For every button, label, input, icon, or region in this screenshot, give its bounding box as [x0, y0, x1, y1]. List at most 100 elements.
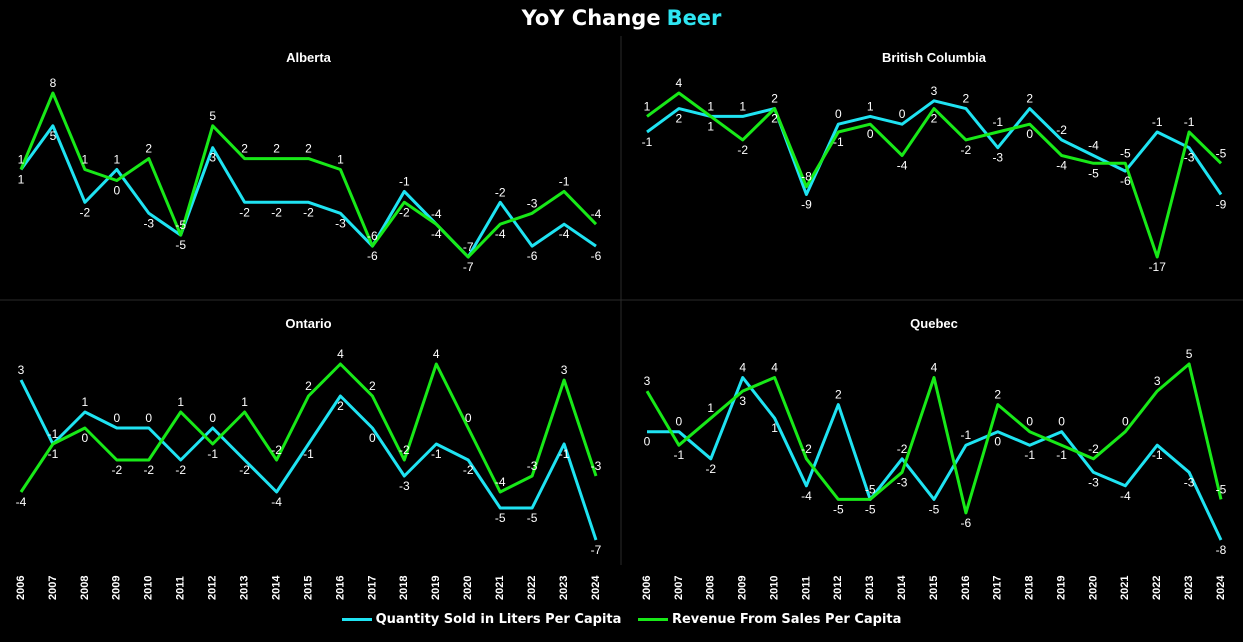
x-tick-label: 2018	[398, 576, 410, 600]
data-label-revenue: 4	[433, 347, 440, 361]
x-tick-label: 2016	[334, 576, 346, 600]
data-label-revenue: -2	[399, 205, 410, 219]
data-label-quantity: 2	[771, 112, 778, 126]
legend-item-revenue[interactable]: Revenue From Sales Per Capita	[637, 612, 901, 627]
data-label-revenue: 2	[305, 379, 312, 393]
data-label-revenue: -3	[897, 475, 908, 489]
x-tick-label: 2018	[1024, 576, 1036, 600]
legend-swatch-revenue	[637, 618, 668, 621]
x-tick-label: 2012	[207, 576, 219, 600]
series-line-revenue	[645, 362, 1223, 515]
data-label-revenue: 4	[931, 361, 938, 375]
data-label-quantity: 0	[676, 415, 683, 429]
data-label-quantity: -1	[1024, 448, 1035, 462]
data-label-quantity: -1	[642, 135, 653, 149]
data-label-revenue: 0	[1122, 415, 1129, 429]
data-label-quantity: 0	[369, 431, 376, 445]
panel-title: Quebec	[910, 316, 958, 331]
data-label-revenue: 2	[931, 112, 938, 126]
data-label-revenue: -1	[207, 447, 218, 461]
x-tick-label: 2020	[1087, 576, 1099, 600]
data-label-quantity: -6	[367, 249, 378, 263]
x-tick-label: 2014	[896, 575, 908, 600]
x-tick-label: 2017	[366, 576, 378, 600]
data-label-revenue: 4	[771, 361, 778, 375]
data-label-quantity: -1	[559, 447, 570, 461]
data-label-quantity: 0	[994, 435, 1001, 449]
data-label-revenue: 8	[50, 76, 57, 90]
x-tick-label: 2019	[1055, 576, 1067, 600]
legend-item-quantity[interactable]: Quantity Sold in Liters Per Capita	[341, 612, 622, 627]
data-label-quantity: -3	[335, 216, 346, 230]
data-label-revenue: -1	[674, 448, 685, 462]
panel-title: Ontario	[285, 316, 331, 331]
data-label-revenue: 2	[305, 142, 312, 156]
data-label-revenue: -2	[1088, 442, 1099, 456]
data-label-quantity: 2	[1026, 92, 1033, 106]
chart-title: YoY Change Beer	[0, 6, 1243, 30]
data-label-quantity: -2	[495, 185, 506, 199]
data-label-quantity: -7	[463, 260, 474, 274]
title-measure: Beer	[666, 6, 722, 30]
data-label-revenue: 2	[273, 142, 280, 156]
data-label-revenue: -2	[801, 442, 812, 456]
data-label-revenue: -3	[527, 459, 538, 473]
data-label-revenue: 1	[241, 395, 248, 409]
data-label-revenue: 4	[337, 347, 344, 361]
title-text: YoY Change	[521, 6, 661, 30]
data-label-quantity: -5	[495, 511, 506, 525]
data-label-revenue: 1	[337, 153, 344, 167]
x-tick-label: 2009	[737, 576, 749, 600]
data-label-revenue: -2	[143, 463, 154, 477]
data-label-quantity: -3	[1184, 151, 1195, 165]
data-label-quantity: 2	[676, 112, 683, 126]
x-tick-label: 2010	[143, 576, 155, 600]
data-label-quantity: 2	[963, 92, 970, 106]
data-label-quantity: 0	[1058, 415, 1065, 429]
data-label-quantity: -5	[929, 502, 940, 516]
data-label-revenue: -1	[833, 135, 844, 149]
data-label-quantity: -3	[143, 216, 154, 230]
data-label-quantity: -1	[303, 447, 314, 461]
x-tick-label: 2022	[1151, 576, 1163, 600]
x-tick-label: 2021	[1119, 576, 1131, 600]
data-label-quantity: 1	[18, 173, 25, 187]
data-label-quantity: -2	[239, 205, 250, 219]
legend-label-quantity: Quantity Sold in Liters Per Capita	[375, 612, 622, 627]
x-tick-label: 2015	[302, 576, 314, 600]
data-label-revenue: -3	[527, 196, 538, 210]
data-label-quantity: -1	[399, 174, 410, 188]
series-line-revenue	[646, 91, 1223, 259]
data-label-revenue: -2	[111, 463, 122, 477]
data-label-revenue: 2	[771, 92, 778, 106]
data-label-quantity: 0	[145, 411, 152, 425]
data-label-quantity: -2	[705, 462, 716, 476]
x-tick-label: 2006	[641, 576, 653, 600]
data-label-revenue: 0	[1026, 127, 1033, 141]
data-label-revenue: -4	[431, 207, 442, 221]
data-label-quantity: 1	[739, 99, 746, 113]
data-label-quantity: 0	[899, 107, 906, 121]
data-label-quantity: 1	[867, 99, 874, 113]
x-tick-label: 2014	[270, 575, 282, 600]
data-label-quantity: -3	[1184, 475, 1195, 489]
x-tick-label: 2023	[1183, 576, 1195, 600]
data-label-revenue: -4	[1056, 158, 1067, 172]
data-label-quantity: -9	[801, 198, 812, 212]
data-label-revenue: 0	[1026, 415, 1033, 429]
x-tick-label: 2020	[462, 576, 474, 600]
x-tick-label: 2024	[1215, 575, 1227, 600]
data-label-revenue: 3	[644, 374, 651, 388]
data-label-revenue: 5	[209, 109, 216, 123]
data-label-quantity: 3	[18, 363, 25, 377]
data-label-quantity: 0	[644, 435, 651, 449]
data-label-quantity: -4	[801, 489, 812, 503]
data-label-revenue: -3	[591, 459, 602, 473]
data-label-quantity: -4	[271, 495, 282, 509]
data-label-quantity: 2	[337, 399, 344, 413]
x-tick-label: 2011	[800, 576, 812, 600]
series-line-quantity	[646, 99, 1223, 196]
data-label-quantity: -7	[591, 543, 602, 557]
data-label-quantity: 1	[113, 153, 120, 167]
